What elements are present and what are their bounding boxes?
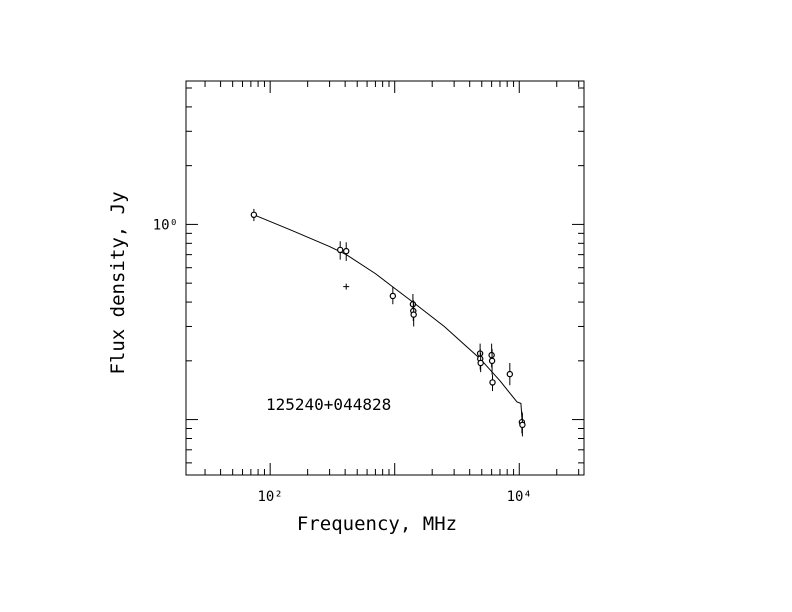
x-tick-label: 10⁴: [507, 489, 532, 505]
data-point: [477, 359, 484, 367]
extra-markers: [343, 283, 350, 290]
data-point: [506, 370, 514, 378]
y-tick-label: 10⁰: [153, 217, 178, 233]
data-point: [488, 357, 496, 365]
data-point: [410, 311, 417, 318]
x-axis-label: Frequency, MHz: [297, 513, 457, 535]
x-tick-label: 10²: [258, 489, 283, 505]
data-point: [250, 211, 258, 219]
y-axis-label: Flux density, Jy: [107, 191, 129, 374]
data-point: [389, 292, 397, 300]
plot-frame: [185, 80, 585, 476]
data-point: [343, 247, 350, 255]
major-ticks: [186, 81, 584, 475]
data-point: [336, 246, 344, 254]
tick-labels: 10² 10⁴ 10⁰: [153, 217, 532, 505]
fit-curve: [253, 214, 523, 424]
source-name-label: 125240+044828: [266, 395, 391, 414]
data-points: [250, 208, 526, 437]
data-point: [489, 379, 496, 386]
minor-ticks: [186, 81, 584, 475]
data-point: [519, 421, 526, 429]
